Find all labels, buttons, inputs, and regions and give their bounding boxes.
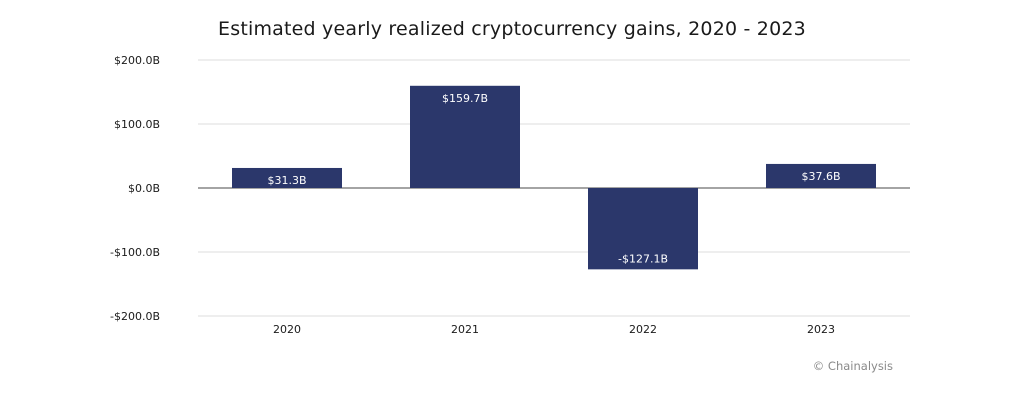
y-axis-ticks: $200.0B $100.0B $0.0B -$100.0B -$200.0B — [110, 54, 160, 323]
y-tick-label: $0.0B — [128, 182, 160, 195]
y-tick-label: -$200.0B — [110, 310, 160, 323]
source-credit: © Chainalysis — [812, 359, 893, 373]
bars: $31.3B $159.7B -$127.1B $37.6B — [232, 85, 876, 270]
bar-2023 — [766, 163, 876, 188]
y-tick-label: -$100.0B — [110, 246, 160, 259]
x-tick-label: 2020 — [273, 323, 301, 336]
x-axis-ticks: 2020 2021 2022 2023 — [273, 323, 835, 336]
y-tick-label: $200.0B — [114, 54, 160, 67]
bar-2021 — [410, 85, 520, 188]
data-label-2021: $159.7B — [442, 92, 488, 105]
x-tick-label: 2021 — [451, 323, 479, 336]
data-label-2023: $37.6B — [801, 170, 840, 183]
x-tick-label: 2023 — [807, 323, 835, 336]
y-tick-label: $100.0B — [114, 118, 160, 131]
chart-title: Estimated yearly realized cryptocurrency… — [218, 18, 806, 40]
data-label-2020: $31.3B — [267, 174, 306, 187]
bar-2022 — [588, 188, 698, 270]
bar-2020 — [232, 167, 342, 188]
data-label-2022: -$127.1B — [618, 252, 668, 265]
x-tick-label: 2022 — [629, 323, 657, 336]
